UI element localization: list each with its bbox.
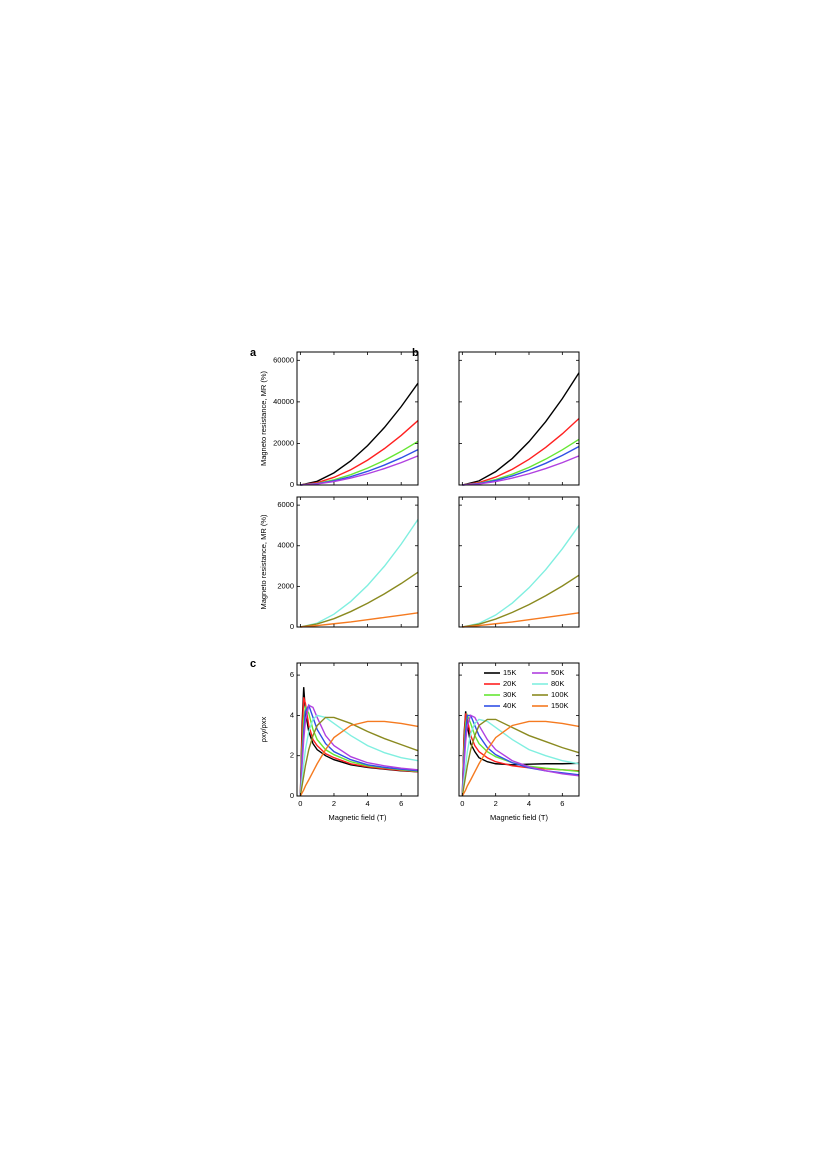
- data-line: [461, 718, 580, 797]
- plot-area: [462, 372, 580, 486]
- data-line: [300, 382, 419, 486]
- y-tick-label: 40000: [273, 397, 294, 406]
- x-tick-label: 4: [365, 799, 369, 808]
- legend-label: 50K: [551, 668, 564, 677]
- legend-label: 80K: [551, 679, 564, 688]
- axes-frame: [458, 496, 580, 628]
- data-line: [300, 449, 419, 486]
- data-line: [300, 455, 419, 486]
- y-axis-label: Magneto resistance, MR (%): [259, 370, 268, 466]
- data-line: [299, 697, 419, 797]
- x-axis-label: Magnetic field (T): [490, 813, 548, 822]
- data-line: [462, 445, 580, 486]
- y-tick-label: 6: [290, 670, 294, 679]
- legend-label: 40K: [503, 701, 516, 710]
- y-tick-label: 2000: [277, 581, 294, 590]
- data-line: [300, 420, 419, 486]
- y-tick-label: 0: [290, 622, 294, 631]
- plot-area: [300, 382, 419, 486]
- data-line: [299, 720, 419, 797]
- y-tick-label: 4: [290, 710, 294, 719]
- y-tick-label: 20000: [273, 438, 294, 447]
- legend-label: 30K: [503, 690, 516, 699]
- x-axis-label: Magnetic field (T): [329, 813, 387, 822]
- x-tick-label: 6: [399, 799, 403, 808]
- panel-label: c: [250, 658, 256, 670]
- axes-frame: [458, 351, 580, 486]
- plot-area: [300, 518, 419, 628]
- plot-area: [299, 687, 419, 797]
- plot-area: [461, 711, 580, 797]
- data-line: [461, 720, 580, 797]
- y-tick-label: 0: [290, 791, 294, 800]
- axes-frame: [296, 351, 419, 486]
- plot-area: [462, 525, 580, 628]
- data-line: [461, 718, 580, 797]
- legend-label: 15K: [503, 668, 516, 677]
- data-line: [462, 574, 580, 628]
- y-tick-label: 4000: [277, 541, 294, 550]
- x-tick-label: 4: [527, 799, 531, 808]
- x-tick-label: 2: [494, 799, 498, 808]
- y-axis-label: Magneto resistance, MR (%): [259, 514, 268, 610]
- legend-label: 20K: [503, 679, 516, 688]
- data-line: [462, 612, 580, 628]
- data-line: [462, 455, 580, 486]
- panel-label: a: [250, 347, 257, 359]
- axes-frame: [458, 662, 580, 797]
- x-tick-label: 0: [298, 799, 302, 808]
- panel-label: b: [412, 347, 419, 359]
- legend-label: 150K: [551, 701, 569, 710]
- x-tick-label: 6: [560, 799, 564, 808]
- x-tick-label: 0: [460, 799, 464, 808]
- axes-frame: [296, 496, 419, 628]
- data-line: [300, 518, 419, 628]
- y-tick-label: 6000: [277, 500, 294, 509]
- axes-frame: [296, 662, 419, 797]
- data-line: [462, 438, 580, 486]
- data-line: [300, 571, 419, 628]
- data-line: [299, 703, 419, 797]
- data-line: [299, 704, 419, 797]
- data-line: [461, 714, 580, 797]
- y-tick-label: 2: [290, 751, 294, 760]
- data-line: [300, 612, 419, 628]
- data-line: [462, 372, 580, 486]
- y-axis-label: ρxy/ρxx: [259, 716, 268, 742]
- y-tick-label: 0: [290, 480, 294, 489]
- data-line: [462, 525, 580, 628]
- data-line: [299, 716, 419, 797]
- legend-label: 100K: [551, 690, 569, 699]
- data-line: [461, 713, 580, 797]
- x-tick-label: 2: [332, 799, 336, 808]
- y-tick-label: 60000: [273, 355, 294, 364]
- data-line: [299, 714, 419, 797]
- data-line: [462, 417, 580, 486]
